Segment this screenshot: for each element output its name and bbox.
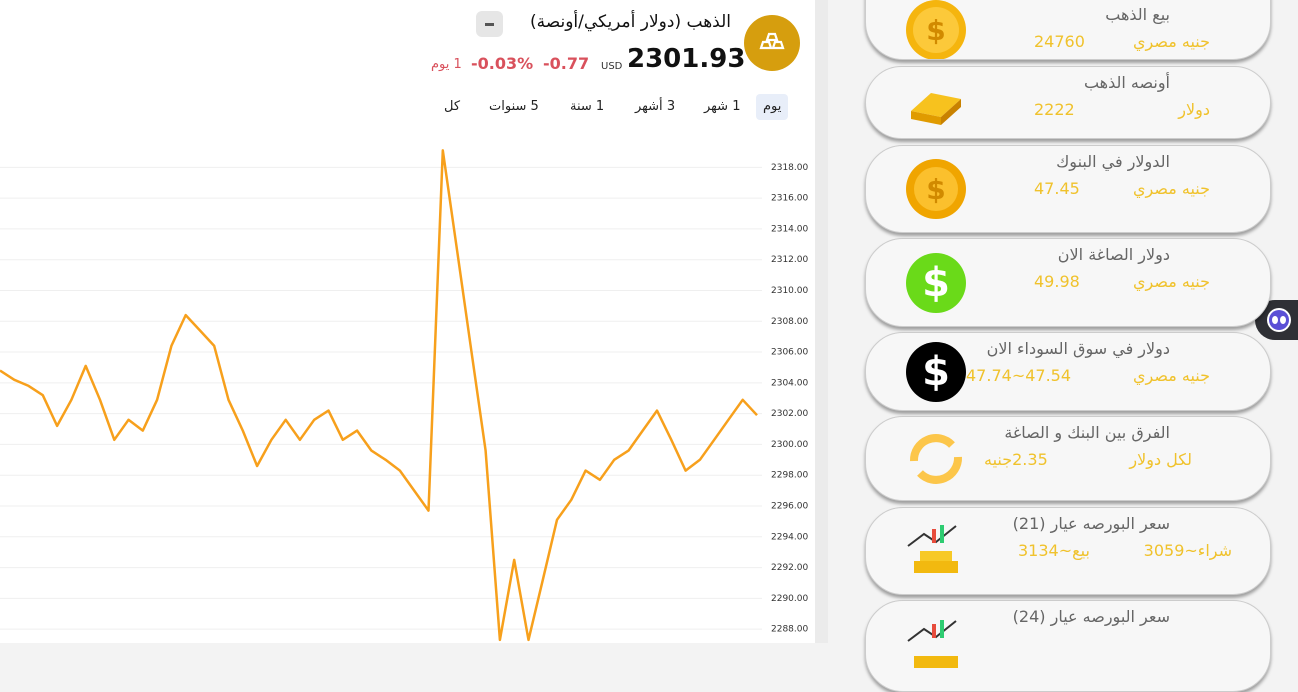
price-card[interactable]: أونصه الذهب 2222 دولار [865,66,1271,139]
card-unit: جنيه مصري [1132,366,1210,385]
icon-shape [907,620,957,642]
tab[interactable]: 3 أشهر [635,99,676,114]
icon-shape [932,529,936,543]
icon-shape: $ [922,260,950,306]
card-unit: دولار [1178,100,1210,119]
card-title: الدولار في البنوك [1056,152,1170,171]
icon-shape [907,525,957,547]
price: 2301.93 [627,44,746,74]
gold-icon [744,15,800,71]
chart: 2288.00 2290.00 2292.00 2294.00 2296.00 2298.… [0,149,808,642]
y-tick-label: 2304.00 [771,378,808,388]
price-card[interactable]: الفرق بين البنك و الصاغة 2.35جنيه لكل دولا… [865,416,1271,501]
tab[interactable]: 1 سنة [570,99,605,114]
card-icon [911,92,961,125]
change-percent: -0.03% [471,54,534,73]
icon-shape [911,92,961,117]
title: الذهب (دولار أمريكي/أونصة) [530,12,731,32]
card-title: سعر البورصه عيار (21) [1012,514,1170,533]
price-line [0,149,758,642]
y-tick-label: 2308.00 [771,317,808,327]
icon-shape [917,456,962,484]
y-tick-label: 2290.00 [771,594,808,604]
card-value: 24760 [1034,32,1085,51]
price-card[interactable]: $ الدولار في البنوك 47.45 جنيه مصري [865,145,1271,233]
icon-shape [920,551,952,561]
y-tick-label: 2288.00 [771,625,808,635]
y-tick-label: 2292.00 [771,563,808,573]
icon-shape [914,167,958,211]
card-title: بيع الذهب [1105,5,1170,24]
icon-shape [914,561,958,573]
tab[interactable]: 1 شهر [704,99,741,114]
icon-shape: $ [926,173,945,206]
card-value: 49.98 [1034,272,1080,291]
chart-panel: 2288.00 2290.00 2292.00 2294.00 2296.00 2298.… [0,0,815,643]
currency: USD [601,61,623,72]
card-value: 2222 [1034,100,1075,119]
card-icon: $ [906,341,966,402]
icon-shape [932,624,936,638]
card-title: أونصه الذهب [1083,73,1170,92]
card-icon: $ [906,0,966,59]
icon-shape [941,98,961,125]
y-tick-label: 2314.00 [771,224,808,234]
card-title: دولار في سوق السوداء الان [986,339,1170,358]
card-title: دولار الصاغة الان [1057,245,1170,264]
card-unit: جنيه مصري [1132,272,1210,291]
period: 1 يوم [431,57,462,72]
icon-shape [913,7,959,53]
card-title: سعر البورصه عيار (24) [1012,607,1170,626]
card-icon: $ [906,159,966,219]
card-value: 2.35جنيه [984,450,1048,469]
tab[interactable]: 5 سنوات [489,99,539,114]
scrollbar [815,0,828,643]
icon-shape [911,110,941,125]
card-icon [907,525,958,573]
icon-shape: $ [926,14,945,47]
price-card[interactable]: سعر البورصه عيار (24) [865,600,1271,692]
y-tick-label: 2306.00 [771,348,808,358]
card-title: الفرق بين البنك و الصاغة [1004,423,1170,442]
tab[interactable]: يوم [756,94,789,120]
card-icon [910,433,962,484]
tab[interactable]: كل [444,99,461,114]
y-tick-label: 2310.00 [771,286,808,296]
icon-shape [940,525,944,543]
card-unit: جنيه مصري [1132,179,1210,198]
y-tick-label: 2312.00 [771,255,808,265]
icon-shape [914,656,958,668]
icon-shape [906,252,966,313]
card-icon [907,620,958,668]
card-unit: جنيه مصري [1132,32,1210,51]
y-tick-label: 2316.00 [771,194,808,204]
price-card[interactable]: $ دولار في سوق السوداء الان 47.54~47.74 جني… [865,332,1271,411]
card-icon: $ [906,252,966,313]
card-unit: لكل دولار [1129,450,1192,469]
y-tick-label: 2300.00 [771,440,808,450]
price-card[interactable]: سعر البورصه عيار (21) بيع~3134 شراء~3059 [865,507,1271,595]
card-value: 47.54~47.74 [966,366,1072,385]
icon-shape: $ [922,349,950,395]
y-tick-label: 2318.00 [771,163,808,173]
icon-shape [906,341,966,402]
collapse-button[interactable] [476,11,503,37]
change: -0.77 [543,54,590,73]
y-tick-label: 2298.00 [771,471,808,481]
y-tick-label: 2294.00 [771,532,808,542]
card-unit: شراء~3059 [1143,541,1232,560]
price-card[interactable]: $ دولار الصاغة الان 49.98 جنيه مصري [865,238,1271,327]
y-tick-label: 2296.00 [771,501,808,511]
icon-shape [910,433,955,461]
y-tick-label: 2302.00 [771,409,808,419]
widget-icon [1267,308,1291,332]
card-value: 47.45 [1034,179,1080,198]
card-value: بيع~3134 [1018,541,1090,560]
icon-shape [940,620,944,638]
price-card[interactable]: $ بيع الذهب 24760 جنيه مصري [865,0,1271,60]
